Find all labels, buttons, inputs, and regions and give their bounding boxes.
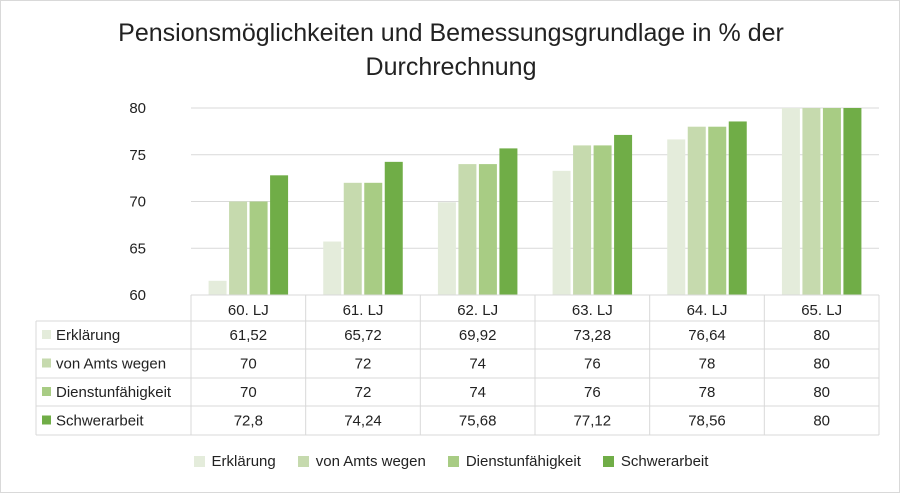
- bar-0-3: [552, 170, 571, 295]
- legend-swatch: [297, 456, 309, 467]
- bar-1-2: [458, 164, 477, 295]
- legend-item: Schwerarbeit: [602, 453, 709, 470]
- table-cell: 74: [469, 356, 486, 373]
- bar-0-0: [208, 280, 227, 295]
- table-cell: 80: [813, 327, 830, 344]
- y-tick-label: 60: [129, 287, 146, 304]
- table-cell: 78: [699, 356, 716, 373]
- table-legend-key: [42, 330, 51, 339]
- table-series-name: von Amts wegen: [56, 356, 166, 373]
- category-label: 60. LJ: [228, 302, 269, 319]
- table-cell: 72,8: [234, 413, 263, 430]
- table-cell: 77,12: [574, 413, 612, 430]
- table-cell: 70: [240, 384, 257, 401]
- table-legend-key: [42, 415, 51, 425]
- bar-2-1: [364, 182, 383, 295]
- table-cell: 75,68: [459, 413, 497, 430]
- legend-swatch: [447, 456, 459, 467]
- table-cell: 76: [584, 384, 601, 401]
- bar-0-4: [667, 139, 686, 295]
- category-label: 61. LJ: [343, 302, 384, 319]
- legend-swatch: [193, 456, 205, 467]
- bar-3-4: [728, 121, 747, 296]
- legend-label: Erklärung: [211, 453, 276, 470]
- legend-label: Dienstunfähigkeit: [465, 453, 581, 470]
- bar-3-1: [384, 161, 403, 295]
- table-cell: 74,24: [344, 413, 382, 430]
- bar-3-3: [614, 134, 633, 295]
- bar-3-0: [270, 175, 289, 295]
- bar-0-1: [323, 241, 342, 295]
- y-tick-label: 70: [129, 194, 146, 211]
- y-tick-label: 80: [129, 100, 146, 117]
- table-cell: 80: [813, 413, 830, 430]
- table-series-name: Schwerarbeit: [56, 413, 144, 430]
- legend-item: Dienstunfähigkeit: [447, 453, 581, 470]
- bar-2-3: [593, 145, 612, 295]
- bar-1-1: [343, 182, 362, 295]
- bar-2-5: [822, 108, 841, 295]
- table-cell: 80: [813, 384, 830, 401]
- table-cell: 72: [355, 384, 372, 401]
- bar-2-2: [478, 164, 497, 295]
- y-tick-label: 75: [129, 147, 146, 164]
- table-series-name: Erklärung: [56, 327, 120, 344]
- bar-3-2: [499, 148, 518, 295]
- chart-title-line-2: Durchrechnung: [365, 53, 537, 81]
- bar-2-4: [708, 126, 727, 295]
- table-cell: 72: [355, 356, 372, 373]
- bar-1-5: [802, 108, 821, 295]
- legend: Erklärung von Amts wegen Dienstunfähigkeit…: [1, 453, 899, 470]
- table-cell: 69,92: [459, 327, 497, 344]
- category-label: 63. LJ: [572, 302, 613, 319]
- category-label: 65. LJ: [801, 302, 842, 319]
- table-cell: 70: [240, 356, 257, 373]
- table-legend-key: [42, 387, 51, 396]
- table-cell: 65,72: [344, 327, 382, 344]
- legend-item: Erklärung: [193, 453, 276, 470]
- legend-item: von Amts wegen: [297, 453, 426, 470]
- table-cell: 80: [813, 356, 830, 373]
- bar-0-5: [781, 108, 800, 295]
- legend-swatch: [602, 456, 614, 467]
- y-tick-label: 65: [129, 240, 146, 257]
- table-cell: 73,28: [574, 327, 612, 344]
- bar-1-4: [687, 126, 706, 295]
- legend-label: Schwerarbeit: [620, 453, 709, 470]
- table-cell: 61,52: [230, 327, 268, 344]
- table-cell: 74: [469, 384, 486, 401]
- category-label: 64. LJ: [687, 302, 728, 319]
- category-label: 62. LJ: [457, 302, 498, 319]
- table-cell: 76,64: [688, 327, 726, 344]
- chart-title-line-1: Pensionsmöglichkeiten und Bemessungsgrun…: [118, 19, 784, 47]
- bar-0-2: [437, 202, 456, 295]
- bar-1-0: [229, 201, 248, 295]
- table-cell: 78,56: [688, 413, 726, 430]
- table-cell: 76: [584, 356, 601, 373]
- bar-2-0: [249, 201, 268, 295]
- bar-3-5: [843, 108, 862, 295]
- table-cell: 78: [699, 384, 716, 401]
- legend-label: von Amts wegen: [315, 453, 426, 470]
- table-series-name: Dienstunfähigkeit: [56, 384, 172, 401]
- bar-1-3: [573, 145, 592, 295]
- table-legend-key: [42, 358, 51, 368]
